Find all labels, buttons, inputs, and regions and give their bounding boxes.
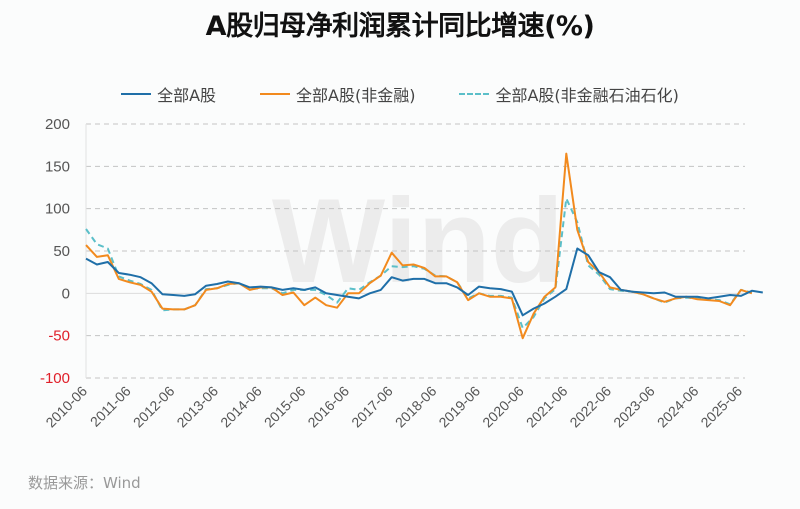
x-tick-label: 2012-06 [130,383,178,431]
x-tick-label: 2019-06 [435,383,483,431]
x-tick-label: 2022-06 [566,383,614,431]
y-tick-label: -50 [48,328,70,345]
y-tick-label: 50 [53,243,70,260]
legend-label: 全部A股 [157,86,217,105]
legend-item-non-financial-ex-petro[interactable]: 全部A股(非金融石油石化) [459,82,679,106]
y-tick-label: 150 [45,158,70,175]
x-tick-label: 2011-06 [87,383,134,430]
y-tick-label: -100 [40,370,70,387]
x-tick-label: 2016-06 [304,383,352,431]
x-tick-label: 2020-06 [479,383,527,431]
legend-label: 全部A股(非金融) [296,86,416,105]
legend-item-non-financial[interactable]: 全部A股(非金融) [260,82,415,106]
series-line-0 [85,247,763,317]
y-tick-label: 100 [45,201,70,218]
x-tick-label: 2021-06 [523,383,571,431]
x-tick-label: 2010-06 [42,383,90,431]
legend-swatch-line-icon [121,93,152,95]
x-tick-label: 2023-06 [610,383,658,431]
legend-swatch-dashed-line-icon [459,93,490,95]
x-tick-label: 2025-06 [697,383,745,431]
y-tick-label: 0 [62,285,70,302]
y-tick-label: 200 [45,116,70,133]
series-line-1 [85,152,753,340]
legend-item-all-a[interactable]: 全部A股 [121,82,216,106]
x-tick-label: 2024-06 [654,383,702,431]
legend-label: 全部A股(非金融石油石化) [495,86,679,105]
data-source-note: 数据来源：Wind [28,474,141,492]
chart-title: A股归母净利润累计同比增速(%) [205,11,595,42]
chart-legend: 全部A股 全部A股(非金融) 全部A股(非金融石油石化) [0,82,800,106]
x-tick-label: 2018-06 [392,383,440,431]
x-tick-label: 2014-06 [217,383,265,431]
x-tick-label: 2017-06 [348,383,396,431]
legend-swatch-line-icon [260,93,291,95]
x-tick-label: 2015-06 [261,383,309,431]
x-tick-label: 2013-06 [173,383,221,431]
wind-watermark: Wind [272,174,564,308]
